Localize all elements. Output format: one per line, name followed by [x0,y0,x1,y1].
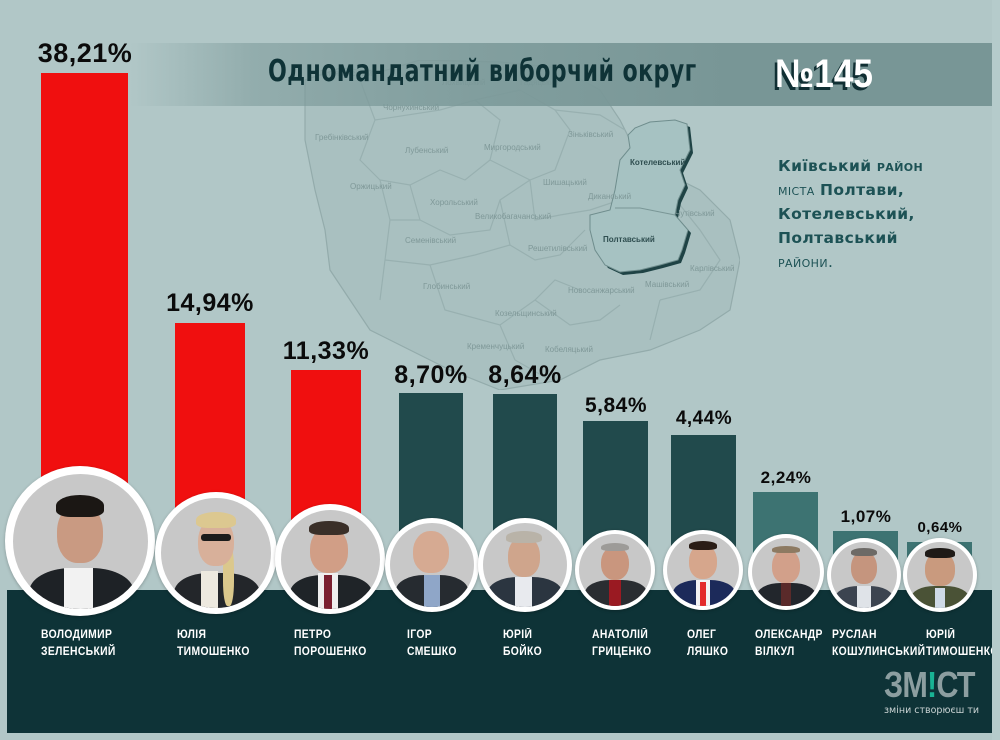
bar-value-label: 38,21% [37,38,133,68]
candidate-last-name: СМЕШКО [407,646,457,658]
map-label: Миргородський [484,143,541,152]
bar-value-label: 1,07% [840,507,892,526]
candidate-first-name: ІГОР [407,629,433,641]
candidate-name: ПЕТРО ПОРОШЕНКО [294,627,367,661]
district-map: Пирятинський Лохвицький Гадяцький Чорнух… [300,59,741,391]
right-border [992,0,1000,740]
map-label: Машівський [645,280,690,289]
map-label: Оржицький [350,182,392,191]
map-label: Зіньківський [568,130,614,139]
candidate-name: ОЛЕГ ЛЯШКО [687,627,728,661]
avatar-tymoshenko-yuriy [903,538,977,612]
map-label: Глобинський [423,282,471,291]
avatar-poroshenko [275,504,385,614]
bar-value-label: 8,64% [488,361,562,389]
map-label: Кобеляцький [545,345,593,354]
candidate-last-name: ТИМОШЕНКО [926,646,999,658]
candidate-first-name: АНАТОЛІЙ [592,629,649,641]
map-label: Семенівський [405,236,457,245]
candidate-first-name: ЮРІЙ [503,629,533,641]
avatar-hrytsenko [575,530,655,610]
logo-tagline: зміни створюєш ти [884,705,980,716]
candidate-last-name: ГРИЦЕНКО [592,646,652,658]
bar-value-label: 0,64% [917,519,963,536]
map-label: Чорнухинський [383,103,440,112]
map-label: Кременчуцький [467,342,525,351]
logo-wordmark: ЗМ!СТ [884,664,975,705]
candidate-first-name: ОЛЕКСАНДР [755,629,823,641]
avatar-koshulynsky [827,538,901,612]
candidate-name: РУСЛАН КОШУЛИНСЬКИЙ [832,627,925,661]
candidate-last-name: ПОРОШЕНКО [294,646,367,658]
district-text: район [876,157,924,175]
candidate-last-name: ЛЯШКО [687,646,729,658]
candidate-name: ЮРІЙ ТИМОШЕНКО [926,627,999,661]
logo-text: СТ [936,664,975,705]
names-panel [7,590,992,733]
district-text: Київський [778,157,872,175]
header-band [130,43,992,106]
candidate-first-name: ОЛЕГ [687,629,717,641]
candidate-name: ОЛЕКСАНДР ВІЛКУЛ [755,627,823,661]
candidate-name: ЮРІЙ БОЙКО [503,627,542,661]
avatar-lyashko [663,530,743,610]
bar-value-label: 4,44% [675,408,733,429]
candidate-name: ВОЛОДИМИР ЗЕЛЕНСЬКИЙ [41,627,116,661]
map-label-poltavsky: Полтавський [603,235,655,244]
avatar-tymoshenko-yulia [155,492,277,614]
map-label-kotelevsky: Котелевський [630,158,686,167]
map-label: Карлівський [690,264,735,273]
map-label: Хорольський [430,198,478,207]
page-title: Одномандатний виборчий округ [268,54,697,89]
candidate-first-name: ПЕТРО [294,629,332,641]
bar-value-label: 2,24% [760,468,812,487]
bar-value-label: 11,33% [282,337,370,365]
avatar-zelensky [5,466,155,616]
district-text: Полтавський [778,229,898,247]
district-text: райони. [778,253,834,271]
district-number: №145 [775,52,873,96]
bar-value-label: 5,84% [584,394,648,417]
candidate-name: ІГОР СМЕШКО [407,627,457,661]
map-label: Новосанжарський [568,286,635,295]
bar-value-label: 8,70% [394,361,468,389]
map-label: Лубенський [405,146,449,155]
candidate-name: АНАТОЛІЙ ГРИЦЕНКО [592,627,651,661]
candidate-first-name: РУСЛАН [832,629,877,641]
map-label: Чутівський [675,209,715,218]
map-label: Козельщинський [495,309,557,318]
candidate-last-name: БОЙКО [503,646,543,658]
zmist-logo: ЗМ!СТ зміни створюєш ти [884,664,984,717]
bar-value-label: 14,94% [166,289,254,317]
map-outline-icon [304,59,741,391]
candidate-first-name: ЮЛІЯ [177,629,207,641]
candidate-last-name: КОШУЛИНСЬКИЙ [832,646,926,658]
map-label: Решетилівський [528,244,588,253]
map-label: Гребінківський [315,133,369,142]
candidate-name: ЮЛІЯ ТИМОШЕНКО [177,627,250,661]
avatar-vilkul [748,534,824,610]
candidate-last-name: ЗЕЛЕНСЬКИЙ [41,646,116,658]
logo-text: ЗМ [884,664,928,705]
avatar-smeshko [385,518,479,612]
map-label: Диканський [588,192,632,201]
district-text: Котелевський, [778,205,915,223]
map-label: Шишацький [543,178,587,187]
candidate-first-name: ЮРІЙ [926,629,956,641]
candidate-first-name: ВОЛОДИМИР [41,629,113,641]
candidate-last-name: ВІЛКУЛ [755,646,795,658]
district-text: Полтави, [820,181,905,199]
district-description: Київський район міста Полтави, Котелевсь… [778,154,988,274]
candidate-last-name: ТИМОШЕНКО [177,646,250,658]
district-text: міста [778,181,815,199]
logo-accent: ! [926,664,937,705]
avatar-boyko [478,518,572,612]
map-label: Великобагачанський [475,212,552,221]
